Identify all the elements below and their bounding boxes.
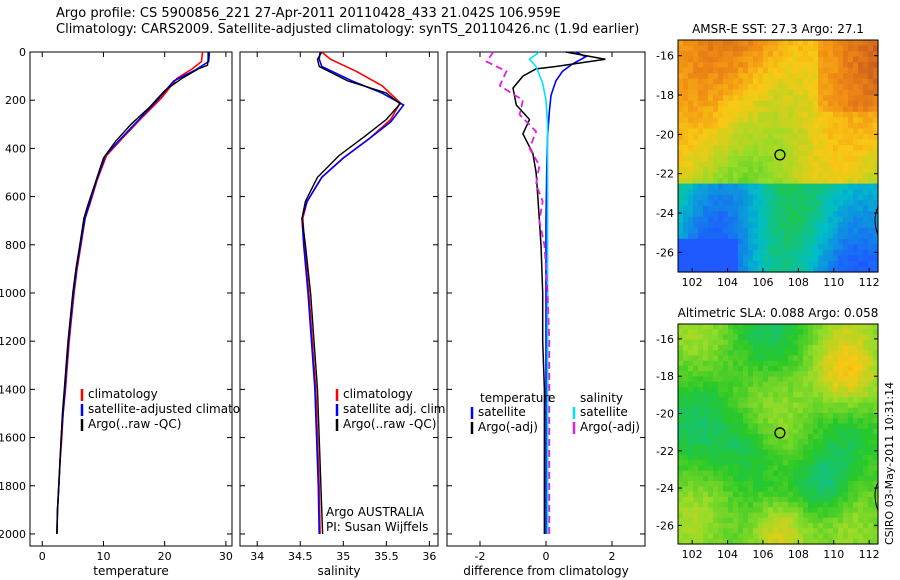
- sst_map-ytick-label: -16: [656, 50, 674, 63]
- temperature-ytick-label: 800: [5, 239, 26, 252]
- sst_map-xtick-label: 104: [717, 276, 738, 289]
- temperature-ytick-label: 200: [5, 94, 26, 107]
- sst_map-ytick-label: -18: [656, 89, 674, 102]
- sla_map-ytick-label: -18: [656, 370, 674, 383]
- temperature-ytick-label: 0: [19, 46, 26, 59]
- salinity-xtick-label: 35: [336, 550, 350, 563]
- temperature-series-argo-raw-qc-: [56, 52, 209, 535]
- salinity-series-satellite-adj-clim-: [301, 51, 405, 535]
- temperature-ytick-label: 2000: [0, 528, 26, 541]
- salinity-xtick-label: 36: [422, 550, 436, 563]
- salinity-legend-label: satellite adj. clim.: [343, 402, 449, 416]
- temperature-legend-label: satellite-adjusted climatolo: [88, 402, 251, 416]
- sla_map-ytick-label: -20: [656, 407, 674, 420]
- difference-legend-salinity-title: salinity: [580, 391, 623, 405]
- difference-legend-temperature-title: temperature: [480, 391, 555, 405]
- sst_map-coastline: [874, 206, 879, 236]
- sla_map-xtick-label: 104: [717, 548, 738, 561]
- temperature-xtick-label: 0: [39, 550, 46, 563]
- temperature-ytick-label: 400: [5, 142, 26, 155]
- salinity-legend-label: climatology: [343, 387, 413, 401]
- sst_map-pixels: [678, 40, 879, 273]
- salinity-xtick-label: 34.5: [288, 550, 313, 563]
- sst_map-xtick-label: 112: [859, 276, 880, 289]
- difference-xlabel: difference from climatology: [463, 564, 629, 578]
- sla_map-coastline: [874, 482, 879, 511]
- temperature-legend-label: climatology: [88, 387, 158, 401]
- sla_map-frame: [677, 323, 879, 545]
- sla_map-pixels: [678, 324, 879, 545]
- difference-xtick-label: 2: [609, 550, 616, 563]
- sla_map-xtick-label: 112: [859, 548, 880, 561]
- sst_map-xtick-label: 102: [682, 276, 703, 289]
- sst_map-ytick-label: -20: [656, 128, 674, 141]
- temperature-ytick-label: 1200: [0, 335, 26, 348]
- temperature-ytick-label: 1000: [0, 287, 26, 300]
- difference-series-salinity-argo-adj-: [485, 51, 551, 534]
- figure-title-line-1: Argo profile: CS 5900856_221 27-Apr-2011…: [56, 6, 561, 21]
- difference-xtick-label: 0: [543, 550, 550, 563]
- sla_map-ytick-label: -26: [656, 519, 674, 532]
- salinity-legend-label: Argo(..raw -QC): [343, 417, 436, 431]
- temperature-ytick-label: 600: [5, 191, 26, 204]
- difference-salinity-legend-label: Argo(-adj): [580, 420, 640, 434]
- sst_map-xtick-label: 106: [752, 276, 773, 289]
- sla_map-xtick-label: 110: [823, 548, 844, 561]
- sla_map-title: Altimetric SLA: 0.088 Argo: 0.058: [678, 306, 879, 320]
- temperature-xlabel: temperature: [93, 564, 168, 578]
- pi-annotation: PI: Susan Wijffels: [326, 520, 428, 534]
- temperature-xtick-label: 20: [158, 550, 172, 563]
- difference-temperature-legend-label: Argo(-adj): [478, 420, 538, 434]
- difference-xtick-label: -2: [475, 550, 486, 563]
- sst_map-frame: [677, 39, 879, 273]
- temperature-ytick-label: 1800: [0, 480, 26, 493]
- sst_map-ytick-label: -26: [656, 246, 674, 259]
- sla_map-argo-location-marker: [774, 427, 786, 439]
- sst_map-ytick-label: -22: [656, 168, 674, 181]
- sla_map-ytick-label: -22: [656, 445, 674, 458]
- temperature-xtick-label: 30: [219, 550, 233, 563]
- sla_map-ytick-label: -24: [656, 482, 674, 495]
- sst_map-xtick-label: 110: [823, 276, 844, 289]
- temperature-plot-frame: [29, 51, 233, 547]
- difference-temperature-legend-label: satellite: [478, 405, 526, 419]
- sla_map-xtick-label: 108: [788, 548, 809, 561]
- temperature-xtick-label: 10: [96, 550, 110, 563]
- temperature-legend-label: Argo(..raw -QC): [88, 417, 181, 431]
- float-owner-annotation: Argo AUSTRALIA: [326, 505, 425, 519]
- salinity-series-argo-raw-qc-: [301, 51, 402, 535]
- figure-title-line-2: Climatology: CARS2009. Satellite-adjuste…: [56, 22, 640, 37]
- salinity-xtick-label: 35.5: [374, 550, 399, 563]
- sst_map-xtick-label: 108: [788, 276, 809, 289]
- sst_map-argo-location-marker: [774, 149, 786, 161]
- difference-salinity-legend-label: satellite: [580, 405, 628, 419]
- temperature-ytick-label: 1400: [0, 383, 26, 396]
- sst_map-title: AMSR-E SST: 27.3 Argo: 27.1: [692, 22, 864, 36]
- salinity-xtick-label: 34: [250, 550, 264, 563]
- salinity-plot-frame: [239, 51, 439, 547]
- salinity-xlabel: salinity: [317, 564, 360, 578]
- sla_map-xtick-label: 102: [682, 548, 703, 561]
- sla_map-ytick-label: -16: [656, 333, 674, 346]
- temperature-ytick-label: 1600: [0, 432, 26, 445]
- sla_map-xtick-label: 106: [752, 548, 773, 561]
- difference-series-temperature-argo-adj-: [512, 51, 606, 534]
- sst_map-ytick-label: -24: [656, 207, 674, 220]
